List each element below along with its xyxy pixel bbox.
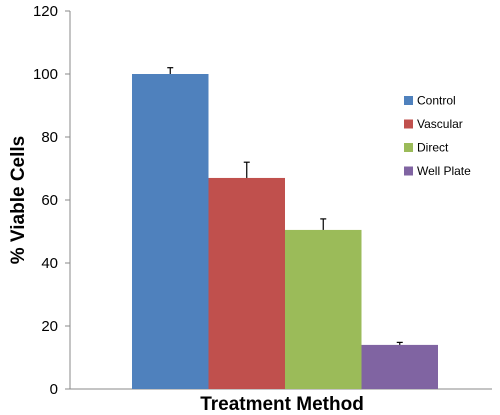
- bar-control: [132, 74, 209, 389]
- legend-swatch: [404, 96, 413, 105]
- y-tick-label: 20: [41, 318, 58, 335]
- y-tick-label: 120: [33, 3, 58, 20]
- y-tick-label: 100: [33, 66, 58, 83]
- bar-well-plate: [361, 344, 438, 389]
- bar-direct: [285, 229, 362, 389]
- y-tick-label: 60: [41, 192, 58, 209]
- legend: Control Vascular Direct Well Plate: [404, 94, 471, 178]
- y-tick-label: 80: [41, 129, 58, 146]
- legend-label: Well Plate: [417, 164, 471, 178]
- y-tick-label: 0: [50, 381, 58, 398]
- legend-swatch: [404, 119, 413, 129]
- legend-label: Direct: [417, 141, 449, 155]
- y-tick-label: 40: [41, 255, 58, 272]
- error-bars: [167, 67, 403, 345]
- bar-vascular: [208, 177, 285, 389]
- legend-label: Vascular: [417, 117, 463, 131]
- legend-label: Control: [417, 94, 456, 108]
- bars: [132, 74, 438, 389]
- y-ticks: 0 20 40 60 80 100 120: [33, 3, 70, 398]
- x-axis-title: Treatment Method: [200, 394, 364, 415]
- legend-swatch: [404, 166, 413, 176]
- y-axis-title: % Viable Cells: [8, 136, 29, 265]
- legend-swatch: [404, 143, 413, 152]
